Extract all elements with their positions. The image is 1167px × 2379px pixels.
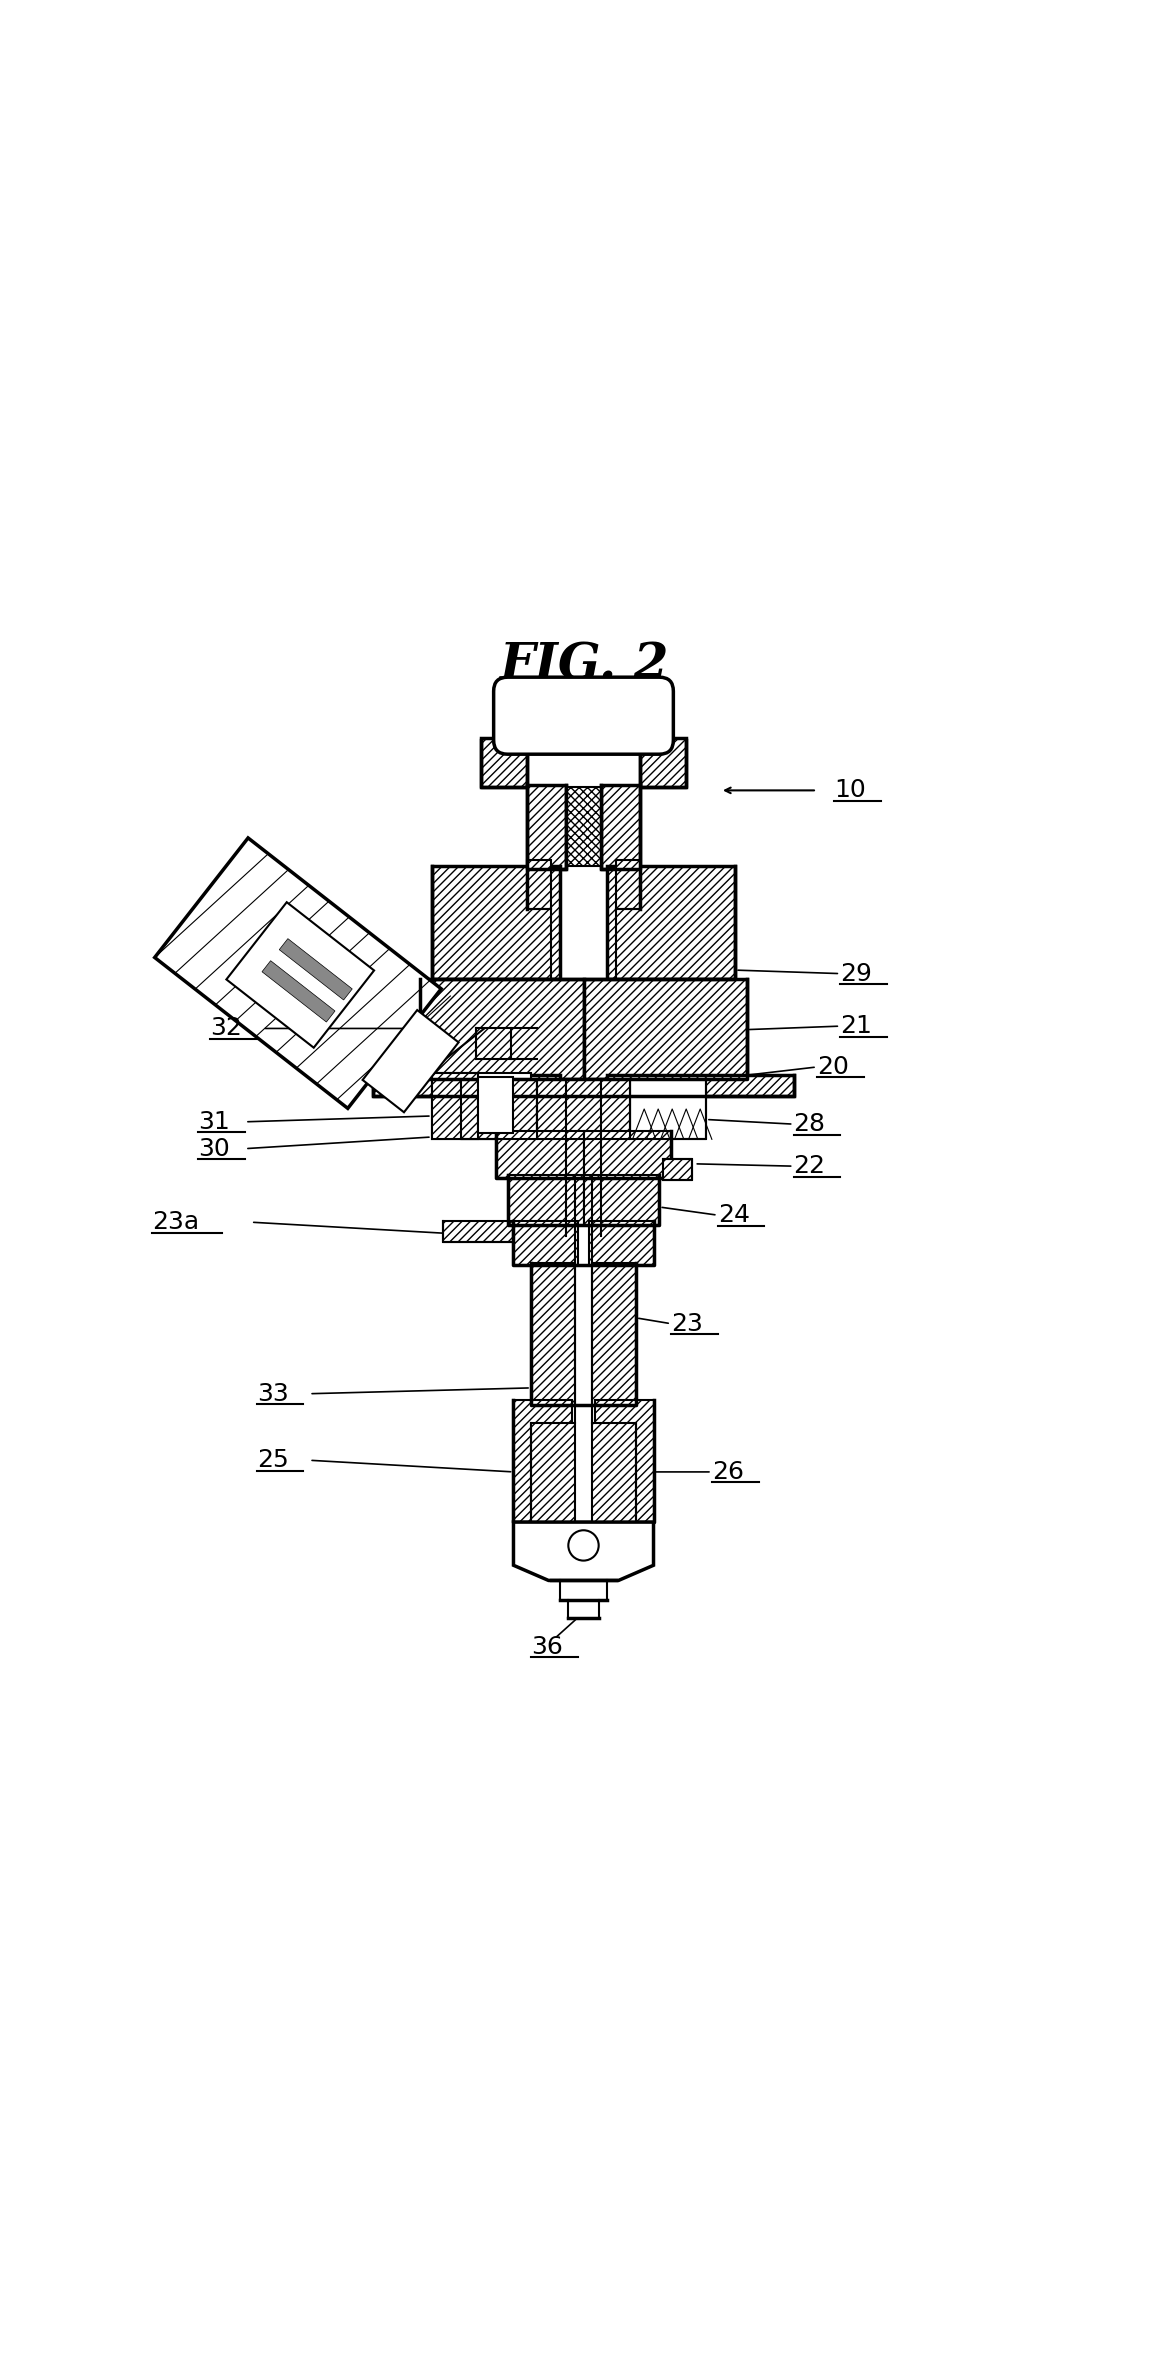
- Bar: [607, 1075, 794, 1097]
- Bar: [589, 1220, 654, 1266]
- Text: 20: 20: [817, 1054, 848, 1080]
- Bar: [432, 866, 560, 980]
- Bar: [537, 1078, 630, 1140]
- Bar: [279, 940, 352, 999]
- Text: 36: 36: [531, 1634, 562, 1658]
- Bar: [513, 1399, 572, 1523]
- Bar: [363, 1011, 459, 1113]
- Text: 22: 22: [794, 1154, 825, 1178]
- Text: FIG. 2: FIG. 2: [498, 640, 669, 690]
- Bar: [566, 787, 601, 866]
- Bar: [478, 1078, 513, 1132]
- FancyBboxPatch shape: [494, 678, 673, 754]
- Text: 25: 25: [257, 1449, 288, 1473]
- Bar: [226, 902, 375, 1047]
- Text: 10: 10: [834, 778, 866, 802]
- Text: 31: 31: [198, 1111, 230, 1135]
- Bar: [527, 861, 551, 909]
- Bar: [432, 1073, 478, 1140]
- Text: 23: 23: [671, 1311, 703, 1335]
- Bar: [263, 961, 335, 1023]
- Bar: [513, 1220, 578, 1266]
- Bar: [640, 737, 686, 787]
- Bar: [616, 861, 640, 909]
- Bar: [584, 1130, 671, 1178]
- Text: 32: 32: [210, 1016, 242, 1040]
- Bar: [601, 785, 640, 868]
- Text: 24: 24: [718, 1204, 749, 1228]
- Polygon shape: [513, 1523, 654, 1580]
- Text: 28: 28: [794, 1111, 825, 1137]
- Circle shape: [568, 1530, 599, 1561]
- Bar: [508, 1175, 584, 1225]
- Text: 29: 29: [840, 961, 872, 985]
- Bar: [584, 1175, 659, 1225]
- Bar: [155, 837, 441, 1109]
- Bar: [595, 1399, 654, 1523]
- Bar: [531, 1263, 575, 1406]
- Bar: [592, 1263, 636, 1406]
- Bar: [420, 980, 584, 1078]
- Text: 30: 30: [198, 1137, 230, 1161]
- Bar: [584, 980, 747, 1078]
- Text: 21: 21: [840, 1013, 872, 1037]
- Bar: [432, 1073, 531, 1140]
- Bar: [592, 1423, 636, 1523]
- Bar: [481, 737, 527, 787]
- Bar: [496, 1130, 584, 1178]
- Bar: [630, 1078, 706, 1140]
- Bar: [607, 866, 735, 980]
- Text: 33: 33: [257, 1382, 288, 1406]
- Bar: [373, 1075, 560, 1097]
- Text: 23a: 23a: [152, 1211, 198, 1235]
- Bar: [531, 1423, 575, 1523]
- Bar: [663, 1159, 692, 1180]
- Bar: [461, 1078, 537, 1140]
- Bar: [527, 785, 566, 868]
- Bar: [443, 1220, 513, 1242]
- Text: 26: 26: [712, 1461, 743, 1484]
